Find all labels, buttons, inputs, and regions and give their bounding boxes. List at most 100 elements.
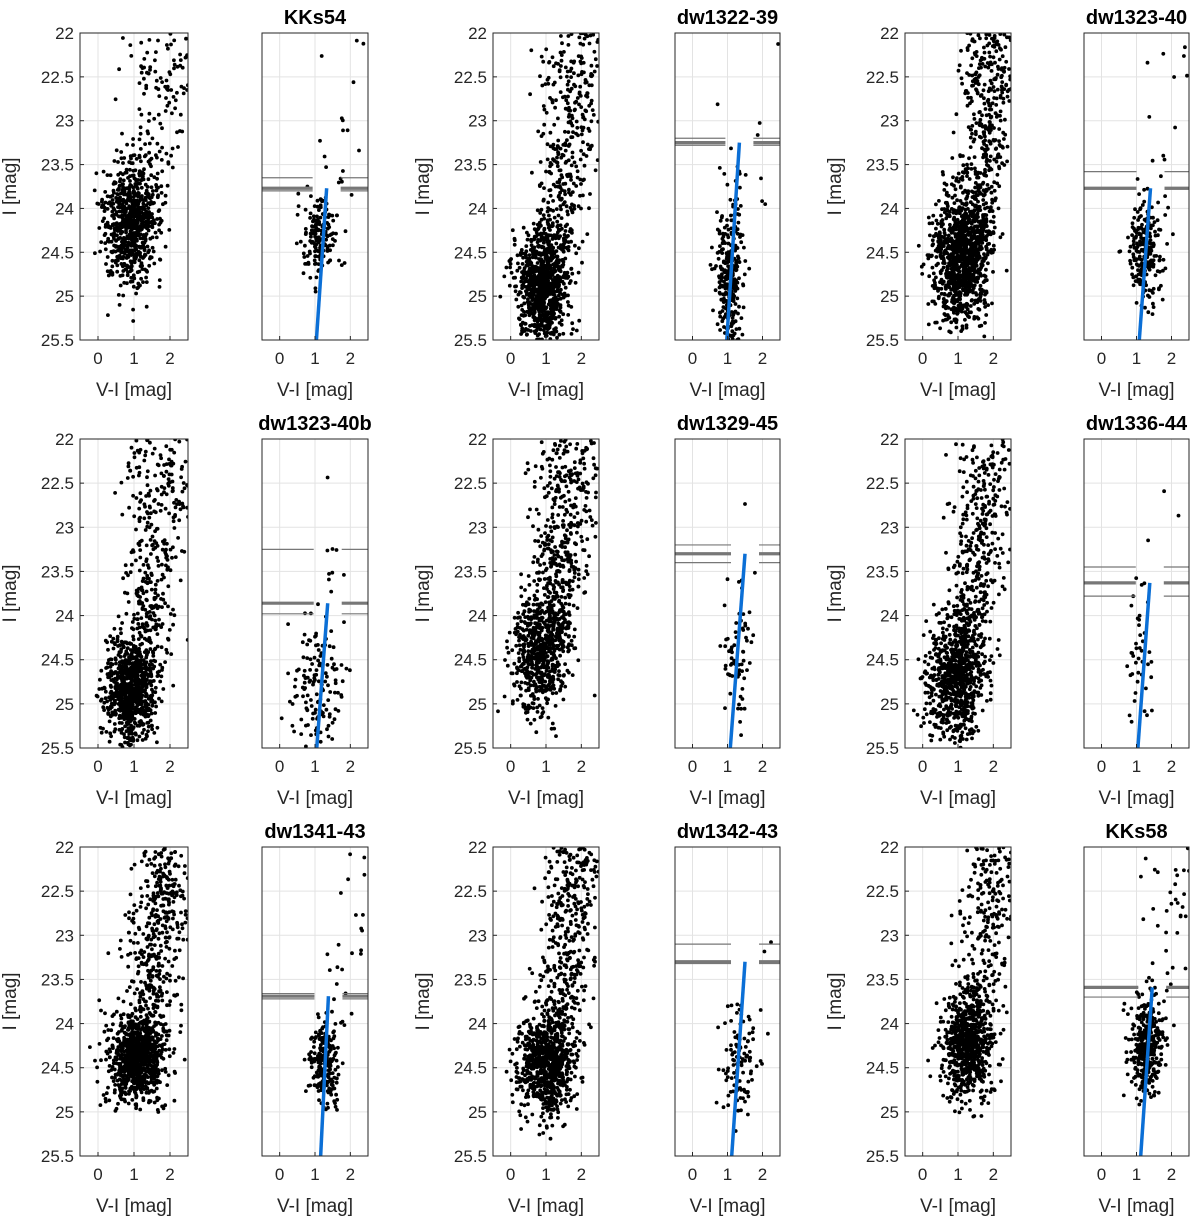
data-point	[970, 288, 975, 293]
data-point	[1118, 249, 1123, 254]
data-point	[726, 269, 730, 274]
data-point	[318, 203, 323, 208]
data-point	[1151, 244, 1156, 249]
data-point	[541, 104, 546, 108]
data-point	[1155, 269, 1160, 274]
data-point	[1007, 99, 1011, 103]
data-point	[755, 133, 760, 137]
data-point	[1130, 272, 1134, 277]
data-point	[560, 258, 564, 262]
data-point	[963, 227, 968, 232]
data-point	[973, 166, 977, 171]
data-point	[541, 59, 546, 64]
data-point	[580, 70, 584, 74]
data-point	[992, 43, 997, 48]
data-point	[154, 188, 159, 193]
data-point	[102, 209, 107, 214]
data-point	[139, 217, 144, 221]
data-point	[930, 265, 935, 270]
data-point	[1148, 234, 1153, 239]
data-point	[549, 258, 553, 263]
data-point	[326, 222, 331, 227]
data-point	[153, 221, 157, 226]
data-point	[339, 263, 344, 267]
data-point	[991, 85, 996, 89]
data-point	[972, 283, 977, 288]
data-point	[115, 637, 120, 642]
data-point	[530, 250, 535, 254]
data-point	[551, 199, 555, 203]
data-point	[139, 40, 144, 45]
data-point	[1134, 248, 1139, 253]
data-point	[958, 297, 962, 302]
data-point	[557, 314, 561, 319]
data-point	[582, 177, 586, 182]
data-point	[1151, 223, 1155, 228]
data-point	[133, 236, 138, 241]
data-point	[575, 96, 580, 100]
data-point	[119, 246, 124, 251]
data-point	[967, 315, 971, 319]
data-point	[941, 172, 945, 177]
data-point	[590, 73, 595, 78]
data-point	[939, 247, 944, 252]
data-point	[524, 332, 529, 337]
data-point	[997, 164, 1001, 169]
data-point	[559, 216, 564, 221]
data-point	[305, 254, 310, 258]
data-point	[545, 209, 550, 214]
scatter-points	[92, 33, 188, 323]
data-point	[942, 227, 947, 232]
data-point	[1148, 238, 1153, 243]
data-point	[981, 180, 986, 185]
data-point	[118, 236, 123, 240]
data-point	[962, 237, 966, 242]
data-point	[968, 267, 972, 272]
data-point	[566, 313, 571, 317]
data-point	[974, 87, 978, 92]
data-point	[529, 279, 533, 284]
data-point	[997, 127, 1002, 131]
data-point	[996, 64, 1000, 69]
data-point	[941, 297, 946, 301]
data-point	[539, 217, 544, 222]
data-point	[294, 241, 299, 246]
data-point	[1134, 262, 1139, 267]
data-point	[962, 233, 967, 238]
scatter-points	[1117, 45, 1189, 316]
data-point	[554, 98, 558, 103]
data-point	[146, 131, 151, 136]
data-point	[568, 172, 573, 177]
data-point	[119, 649, 123, 654]
data-point	[733, 266, 738, 271]
data-point	[159, 699, 164, 704]
data-point	[572, 71, 576, 76]
data-point	[106, 236, 111, 241]
data-point	[953, 227, 958, 232]
data-point	[559, 197, 563, 202]
data-point	[1138, 282, 1142, 287]
data-point	[967, 258, 971, 263]
data-point	[549, 269, 554, 274]
data-point	[725, 272, 730, 277]
data-point	[981, 88, 986, 93]
data-point	[718, 218, 723, 223]
data-point	[556, 116, 560, 121]
data-point	[115, 233, 119, 238]
data-point	[935, 247, 940, 251]
data-point	[954, 325, 959, 330]
data-point	[963, 207, 968, 212]
data-point	[559, 53, 564, 57]
data-point	[987, 241, 991, 246]
data-point	[556, 264, 561, 269]
data-point	[122, 192, 126, 197]
data-point	[525, 284, 530, 289]
data-point	[129, 742, 133, 747]
data-point	[552, 262, 557, 266]
data-point	[983, 300, 988, 305]
data-point	[141, 177, 146, 182]
data-point	[561, 295, 566, 300]
data-point	[150, 136, 155, 141]
data-point	[1131, 252, 1136, 257]
